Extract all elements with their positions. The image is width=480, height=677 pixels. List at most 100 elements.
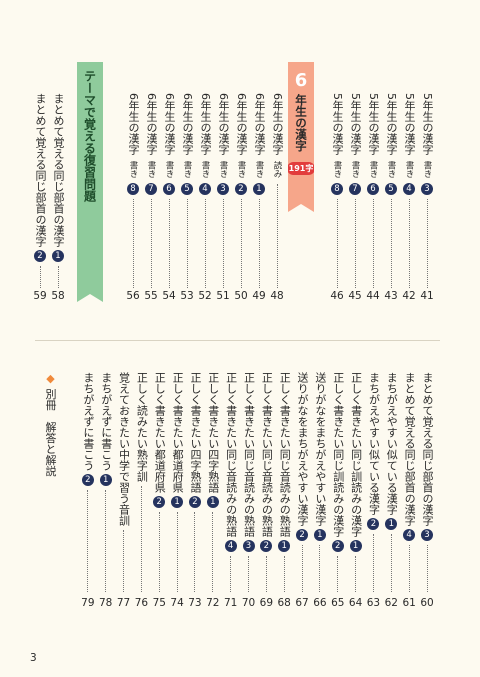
entry-badge: 1 <box>349 540 362 552</box>
leader <box>123 530 125 592</box>
leader <box>204 199 206 288</box>
leader <box>39 266 41 288</box>
page-number: 78 <box>99 597 113 609</box>
entry-badge: 4 <box>224 540 237 552</box>
page-number: 53 <box>180 290 194 302</box>
entry-sub: 書き <box>182 161 192 178</box>
entry-sub: 書き <box>422 161 432 178</box>
toc-entry: 正しく書きたい同じ音読みの熟語 2 <box>258 372 274 592</box>
entry-badge: 2 <box>235 183 247 195</box>
toc-entry: 正しく書きたい同じ音読みの熟語 4 <box>223 372 239 592</box>
entry-badge: 4 <box>403 529 416 541</box>
entry-title: 正しく書きたい同じ訓読みの漢字 <box>349 372 363 537</box>
page-number: 65 <box>331 597 345 609</box>
page-number: 68 <box>277 597 291 609</box>
page-number: 59 <box>33 290 47 302</box>
entry-badge: 7 <box>145 183 157 195</box>
page-number: 67 <box>295 597 309 609</box>
entry-badge: 4 <box>403 183 415 195</box>
toc-entry: 正しく書きたい都道府県 1 <box>169 372 185 592</box>
entry-sub: 書き <box>164 161 174 178</box>
leader <box>132 199 134 288</box>
entry-title: まとめて覚える同じ部首の漢字 <box>403 372 417 526</box>
entry-title: 6年生の漢字 <box>199 93 212 155</box>
supplement: ◆ 別冊 解答と解説 <box>42 372 58 477</box>
toc-entry: 6年生の漢字 書き 5 <box>179 93 195 288</box>
entry-title: 正しく書きたい同じ音読みの熟語 <box>224 372 238 537</box>
toc-entry: 6年生の漢字 読み <box>269 93 285 288</box>
page-number: 64 <box>348 597 363 609</box>
grade6-banner: 6 年生の漢字 191字 <box>288 62 314 212</box>
toc-entry: 正しく書きたい同じ音読みの熟語 1 <box>276 372 292 592</box>
entry-title: 正しく書きたい都道府県 <box>171 372 185 493</box>
divider <box>35 340 440 341</box>
leader <box>265 556 267 592</box>
toc-entry: まちがえずに書こう 2 <box>80 372 96 592</box>
entry-badge: 2 <box>34 250 46 262</box>
entry-title: 送りがなをまちがえやすい漢字 <box>313 372 327 526</box>
leader <box>57 266 59 288</box>
toc-entry: 6年生の漢字 書き 4 <box>197 93 213 288</box>
leader <box>372 534 374 592</box>
page-number: 41 <box>420 290 434 302</box>
leader <box>337 556 339 592</box>
entry-title: 正しく書きたい同じ音読みの熟語 <box>278 372 292 537</box>
entry-badge: 2 <box>188 496 201 508</box>
leader <box>390 199 392 288</box>
supplement-label: 別冊 解答と解説 <box>44 388 57 477</box>
entry-title: 6年生の漢字 <box>145 93 158 155</box>
entry-sub: 書き <box>128 161 138 178</box>
entry-title: 正しく書きたい都道府県 <box>153 372 167 493</box>
entry-title: 5年生の漢字 <box>421 93 434 155</box>
leader <box>283 556 285 592</box>
entry-badge: 8 <box>331 183 343 195</box>
entry-title: 正しく書きたい同じ訓読みの漢字 <box>331 372 345 537</box>
page-number: 62 <box>384 597 398 609</box>
entry-sub: 書き <box>236 161 246 178</box>
toc-entry: 正しく読みたい熟字訓 <box>133 372 149 592</box>
entry-sub: 書き <box>368 161 378 178</box>
toc-entry: 5年生の漢字 書き 3 <box>419 93 435 288</box>
page-number: 44 <box>366 290 380 302</box>
entry-title: 覚えておきたい中学で習う音訓 <box>117 372 131 526</box>
leader <box>426 199 428 288</box>
toc-entry: まとめて覚える同じ部首の漢字 1 <box>50 93 66 288</box>
leader <box>355 556 357 592</box>
toc-entry: まちがえやすい似ている漢字 1 <box>383 372 399 592</box>
entry-title: 5年生の漢字 <box>331 93 344 155</box>
entry-sub: 書き <box>404 161 414 178</box>
page-number: 46 <box>330 290 344 302</box>
page-number: 63 <box>366 597 381 609</box>
page-number: 72 <box>206 597 220 609</box>
leader <box>222 199 224 288</box>
leader <box>354 199 356 288</box>
entry-title: まとめて覚える同じ部首の漢字 <box>421 372 434 526</box>
entry-badge: 7 <box>349 183 361 195</box>
toc-entry: 6年生の漢字 書き 7 <box>143 93 159 288</box>
entry-title: 6年生の漢字 <box>163 93 176 155</box>
leader <box>408 199 410 288</box>
entry-badge: 1 <box>206 496 219 508</box>
leader <box>426 545 428 592</box>
entry-sub: 書き <box>254 161 264 178</box>
toc-entry: 覚えておきたい中学で習う音訓 <box>116 372 132 592</box>
toc-entry: 6年生の漢字 書き 6 <box>161 93 177 288</box>
toc-entry: 正しく書きたい同じ訓読みの漢字 1 <box>348 372 364 592</box>
toc-entry: 正しく書きたい同じ訓読みの漢字 2 <box>330 372 346 592</box>
entry-badge: 8 <box>127 183 139 195</box>
toc-entry: 6年生の漢字 書き 2 <box>233 93 249 288</box>
page-number: 66 <box>313 597 327 609</box>
entry-sub: 書き <box>218 161 228 178</box>
toc-entry: まちがえやすい似ている漢字 2 <box>365 372 381 592</box>
leader <box>336 199 338 288</box>
page-number: 74 <box>170 597 184 609</box>
entry-badge: 3 <box>242 540 255 552</box>
toc-entry: 送りがなをまちがえやすい漢字 2 <box>294 372 310 592</box>
leader <box>158 512 160 592</box>
page-number: 79 <box>81 597 95 609</box>
leader <box>372 199 374 288</box>
entry-title: まとめて覚える同じ部首の漢字 <box>52 93 65 247</box>
entry-sub: 書き <box>386 161 396 178</box>
entry-badge: 2 <box>331 540 344 552</box>
